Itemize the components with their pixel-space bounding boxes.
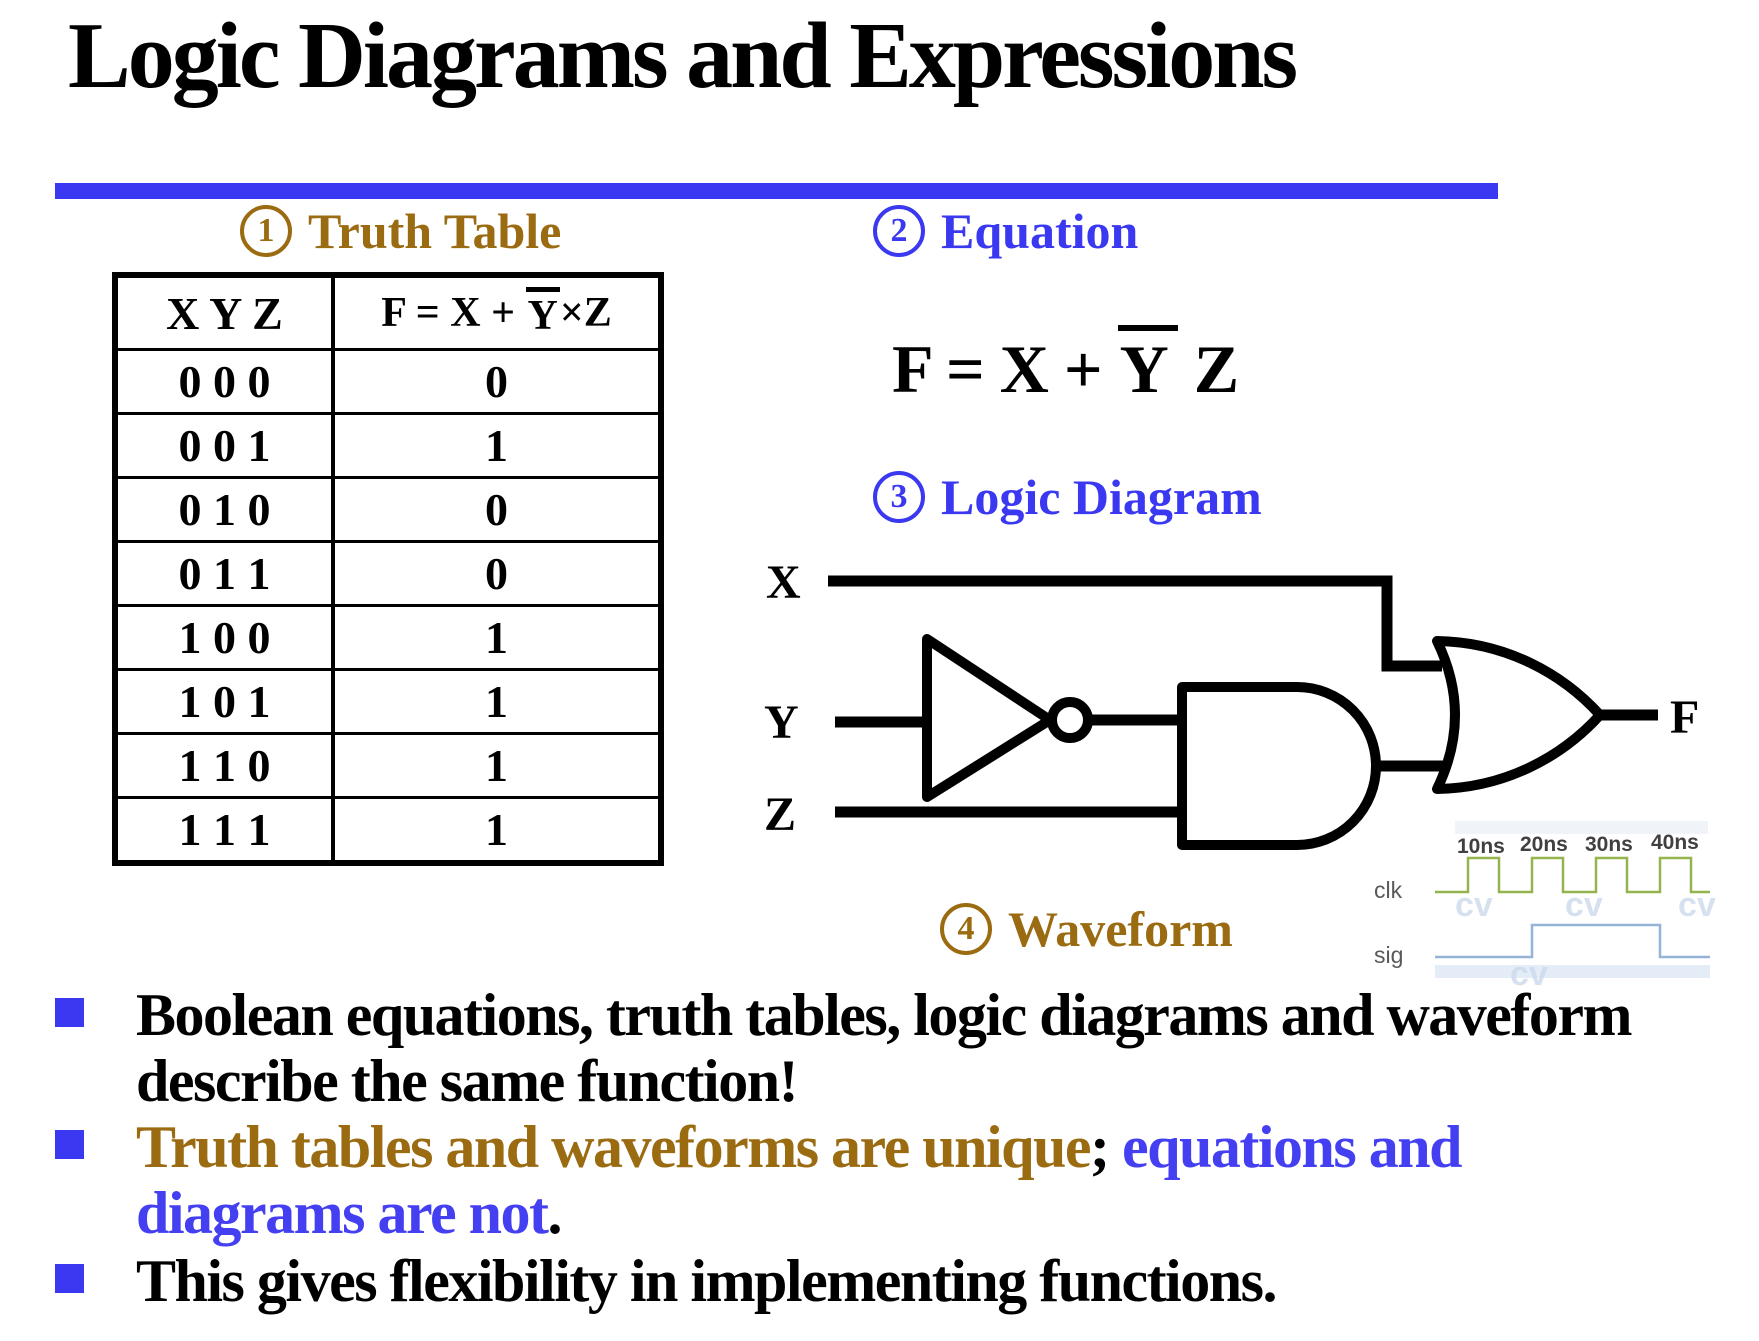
bullet-item: This gives flexibility in implementing f… — [55, 1248, 1755, 1314]
truth-table-row-output: 1 — [331, 796, 658, 860]
truth-table-row-output: 0 — [331, 540, 658, 604]
section-heading-waveform: 4 Waveform — [940, 900, 1233, 958]
bullet-marker-icon — [55, 1264, 84, 1293]
bullet-marker-icon — [55, 1130, 84, 1159]
bullet-text-segment: diagrams are not — [136, 1180, 549, 1246]
bullet-item: Truth tables and waveforms are unique; e… — [55, 1114, 1755, 1246]
truth-table-row-output: 0 — [331, 348, 658, 412]
truth-table-row-inputs: 0 1 0 — [118, 476, 331, 540]
truth-table-row-output: 1 — [331, 732, 658, 796]
bullet-text-segment: ; — [1090, 1114, 1110, 1180]
truth-table-row-inputs: 0 1 1 — [118, 540, 331, 604]
time-label-10ns: 10ns — [1457, 835, 1505, 858]
and-gate-icon — [1177, 682, 1381, 850]
truth-table-row-output: 1 — [331, 412, 658, 476]
section-label: Logic Diagram — [941, 469, 1262, 525]
section-heading-equation: 2 Equation — [873, 202, 1138, 260]
time-label-30ns: 30ns — [1585, 833, 1633, 856]
circled-number-2-icon: 2 — [873, 205, 925, 257]
clk-label: clk — [1374, 877, 1403, 903]
bullet-text-segment: Boolean equations, truth tables, logic d… — [136, 982, 1633, 1048]
section-label: Truth Table — [308, 203, 562, 259]
truth-table-row-inputs: 1 1 1 — [118, 796, 331, 860]
not-gate-bubble-icon — [1047, 697, 1093, 743]
bullet-text: This gives flexibility in implementing f… — [136, 1248, 1277, 1314]
title-divider — [55, 183, 1498, 199]
boolean-equation: F = X + Y Z — [870, 325, 1260, 409]
bullet-marker-icon — [55, 998, 84, 1027]
section-heading-logic-diagram: 3 Logic Diagram — [873, 468, 1262, 526]
not-gate-icon — [922, 634, 1055, 802]
section-label: Waveform — [1008, 901, 1233, 957]
truth-table-header-function: F = X + Y ×Z — [331, 278, 658, 348]
truth-table-row-inputs: 1 1 0 — [118, 732, 331, 796]
bullet-text-segment: equations and — [1108, 1114, 1462, 1180]
page-title: Logic Diagrams and Expressions — [68, 4, 1298, 108]
truth-table-row-output: 1 — [331, 668, 658, 732]
or-gate-icon — [1432, 636, 1605, 794]
watermark: cv — [1510, 955, 1548, 990]
section-heading-truth-table: 1 Truth Table — [240, 202, 561, 260]
circled-number-1-icon: 1 — [240, 205, 292, 257]
truth-table-row-output: 0 — [331, 476, 658, 540]
section-label: Equation — [941, 203, 1139, 259]
bullet-item: Boolean equations, truth tables, logic d… — [55, 982, 1755, 1114]
output-label-f: F — [1670, 691, 1699, 744]
truth-table-row-inputs: 1 0 1 — [118, 668, 331, 732]
overlined-y: Y — [1117, 325, 1178, 407]
truth-table-row-inputs: 0 0 0 — [118, 348, 331, 412]
bullet-text-segment: . — [547, 1180, 563, 1246]
bullet-text-segment: This gives flexibility in implementing f… — [136, 1248, 1277, 1314]
sig-trace — [1435, 923, 1710, 959]
time-label-40ns: 40ns — [1651, 831, 1699, 854]
bullet-text: Boolean equations, truth tables, logic d… — [136, 982, 1633, 1114]
input-label-z: Z — [764, 788, 796, 841]
bullet-text-segment: Truth tables and waveforms are unique — [136, 1114, 1092, 1180]
overlined-y: Y — [525, 286, 560, 340]
truth-table-header-inputs: X Y Z — [166, 287, 283, 339]
logic-diagram: X Y Z F — [764, 556, 1699, 850]
clk-trace — [1435, 856, 1710, 894]
circled-number-4-icon: 4 — [940, 903, 992, 955]
wire-x — [828, 575, 1442, 672]
truth-table-row-inputs: 1 0 0 — [118, 604, 331, 668]
circled-number-3-icon: 3 — [873, 471, 925, 523]
waveform-band-top — [1455, 821, 1708, 834]
truth-table-row-output: 1 — [331, 604, 658, 668]
input-label-x: X — [766, 556, 801, 609]
time-label-20ns: 20ns — [1520, 833, 1568, 856]
bullet-text-segment: describe the same function! — [136, 1048, 799, 1114]
bullet-text: Truth tables and waveforms are unique; e… — [136, 1114, 1462, 1246]
waveform-image: cv cv cv cv 10ns 20ns 30ns 40ns clk sig — [1374, 821, 1716, 990]
input-label-y: Y — [764, 696, 799, 749]
waveform-band-bottom — [1435, 965, 1710, 978]
truth-table-row-inputs: 0 0 1 — [118, 412, 331, 476]
sig-label: sig — [1374, 942, 1403, 968]
